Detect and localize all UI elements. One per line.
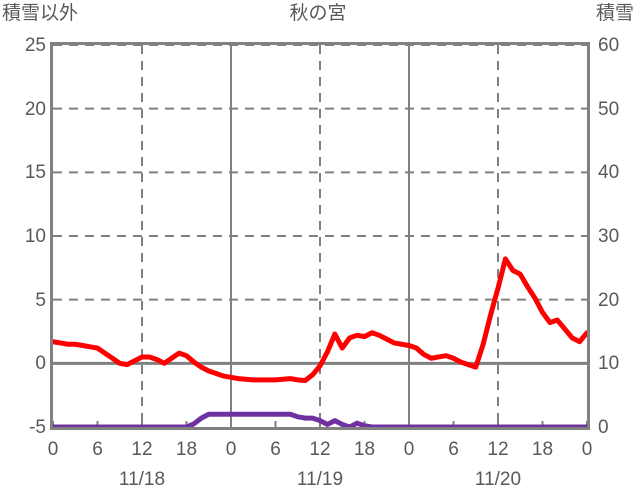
x-tick-12: 0 (581, 439, 593, 460)
temperature-line (53, 256, 587, 384)
plot-canvas (53, 45, 587, 427)
page-title: 秋の宮 (289, 3, 347, 24)
right-tick-0: 0 (598, 417, 609, 438)
left-tick-20: 20 (24, 98, 46, 120)
x-tick-7: 18 (353, 439, 376, 460)
x-tick-9: 6 (448, 439, 459, 460)
left-tick-5: 5 (35, 289, 46, 311)
left-tick-15: 15 (24, 162, 46, 184)
x-date-0: 11/18 (118, 469, 166, 490)
x-tick-3: 18 (175, 439, 198, 460)
x-tick-11: 18 (531, 439, 554, 460)
x-tick-10: 12 (487, 439, 509, 460)
right-tick-30: 30 (598, 226, 620, 247)
right-tick-60: 60 (598, 35, 620, 56)
left-tick-25: 25 (24, 35, 46, 56)
plot-area (50, 42, 590, 430)
x-tick-0: 0 (47, 439, 59, 460)
left-tick-neg5: -5 (29, 417, 46, 438)
right-tick-40: 40 (598, 162, 620, 184)
x-tick-2: 12 (131, 439, 153, 460)
x-tick-5: 6 (270, 439, 281, 460)
left-axis-title: 積雪以外 (2, 3, 79, 24)
right-tick-10: 10 (598, 353, 620, 375)
right-tick-50: 50 (598, 98, 620, 120)
x-tick-4: 0 (225, 439, 237, 460)
x-date-2: 11/20 (474, 469, 522, 490)
left-tick-10: 10 (24, 226, 46, 247)
right-axis-title: 積雪 (595, 3, 634, 24)
x-tick-6: 12 (309, 439, 331, 460)
x-date-1: 11/19 (296, 469, 344, 490)
right-tick-20: 20 (598, 289, 620, 311)
x-tick-1: 6 (92, 439, 103, 460)
x-tick-8: 0 (403, 439, 415, 460)
left-tick-0: 0 (35, 353, 46, 375)
snow-depth-line (53, 411, 587, 427)
